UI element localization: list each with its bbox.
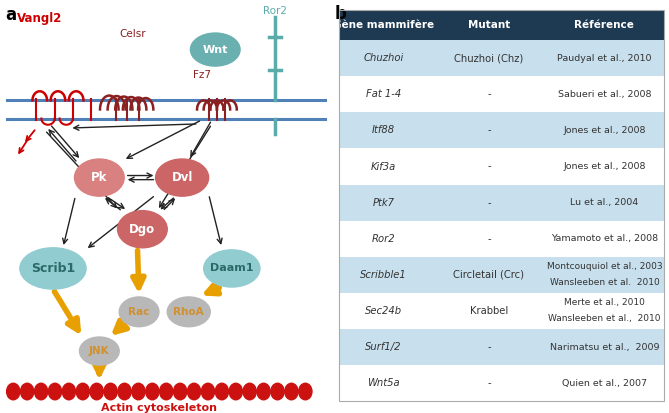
Circle shape — [187, 383, 201, 400]
Text: Quien et al., 2007: Quien et al., 2007 — [562, 379, 647, 388]
Circle shape — [173, 383, 187, 400]
Text: -: - — [487, 161, 490, 171]
Text: -: - — [487, 342, 490, 352]
Text: Montcouquiol et al., 2003: Montcouquiol et al., 2003 — [547, 262, 662, 271]
Circle shape — [90, 383, 103, 400]
Text: Surf1/2: Surf1/2 — [365, 342, 402, 352]
Text: Fz7: Fz7 — [193, 70, 211, 80]
Circle shape — [215, 383, 229, 400]
Text: Jones et al., 2008: Jones et al., 2008 — [563, 162, 646, 171]
Text: Référence: Référence — [575, 20, 634, 30]
Ellipse shape — [191, 33, 240, 66]
Circle shape — [146, 383, 159, 400]
Text: Ror2: Ror2 — [263, 6, 287, 16]
Text: Merte et al., 2010: Merte et al., 2010 — [564, 298, 645, 307]
Text: Circletail (Crc): Circletail (Crc) — [454, 270, 524, 280]
Text: Chuzhoi: Chuzhoi — [363, 53, 403, 63]
Circle shape — [21, 383, 33, 400]
Circle shape — [132, 383, 145, 400]
Text: Scrib1: Scrib1 — [31, 262, 75, 275]
Text: -: - — [487, 89, 490, 99]
Text: Kif3a: Kif3a — [371, 161, 396, 171]
Text: Ror2: Ror2 — [372, 234, 395, 244]
Text: Fat 1-4: Fat 1-4 — [366, 89, 401, 99]
Text: -: - — [487, 378, 490, 388]
Text: Narimatsu et al.,  2009: Narimatsu et al., 2009 — [550, 343, 659, 352]
Ellipse shape — [20, 248, 86, 289]
Ellipse shape — [167, 297, 210, 327]
Text: Sec24b: Sec24b — [365, 306, 402, 316]
Text: Chuzhoi (Chz): Chuzhoi (Chz) — [454, 53, 524, 63]
Circle shape — [7, 383, 20, 400]
Text: Scribble1: Scribble1 — [360, 270, 407, 280]
Text: JNK: JNK — [89, 346, 110, 356]
Text: a: a — [5, 6, 16, 24]
Text: Ptk7: Ptk7 — [373, 198, 395, 208]
Circle shape — [160, 383, 173, 400]
Circle shape — [76, 383, 90, 400]
Ellipse shape — [203, 250, 260, 287]
Text: Yamamoto et al., 2008: Yamamoto et al., 2008 — [551, 234, 658, 243]
Circle shape — [34, 383, 47, 400]
FancyBboxPatch shape — [339, 112, 664, 148]
Circle shape — [271, 383, 284, 400]
FancyBboxPatch shape — [339, 293, 664, 329]
Circle shape — [257, 383, 270, 400]
FancyBboxPatch shape — [339, 257, 664, 293]
Text: Jones et al., 2008: Jones et al., 2008 — [563, 126, 646, 135]
Text: Mutant: Mutant — [468, 20, 510, 30]
Text: Wnt5a: Wnt5a — [367, 378, 400, 388]
Text: b: b — [334, 5, 346, 23]
Ellipse shape — [119, 297, 159, 327]
Text: Wnt: Wnt — [203, 45, 228, 55]
Ellipse shape — [156, 159, 209, 196]
FancyBboxPatch shape — [339, 148, 664, 185]
Text: Dgo: Dgo — [129, 223, 155, 236]
Text: -: - — [487, 198, 490, 208]
Text: Krabbel: Krabbel — [470, 306, 508, 316]
Circle shape — [201, 383, 215, 400]
Circle shape — [62, 383, 76, 400]
Text: Itf88: Itf88 — [372, 126, 395, 135]
Circle shape — [48, 383, 62, 400]
FancyBboxPatch shape — [339, 76, 664, 112]
Text: -: - — [487, 234, 490, 244]
FancyBboxPatch shape — [339, 329, 664, 366]
Text: Actin cytoskeleton: Actin cytoskeleton — [101, 403, 217, 413]
Text: -: - — [487, 126, 490, 135]
Text: Dvl: Dvl — [171, 171, 193, 184]
Text: Sabueri et al., 2008: Sabueri et al., 2008 — [558, 90, 651, 99]
Text: Wansleeben et al.  2010: Wansleeben et al. 2010 — [549, 278, 660, 287]
Circle shape — [118, 383, 131, 400]
Ellipse shape — [74, 159, 124, 196]
Text: Paudyal et al., 2010: Paudyal et al., 2010 — [557, 54, 652, 63]
FancyBboxPatch shape — [339, 185, 664, 221]
Text: Wansleeben et al.,  2010: Wansleeben et al., 2010 — [548, 314, 661, 323]
Text: Lu et al., 2004: Lu et al., 2004 — [570, 198, 638, 207]
Circle shape — [298, 383, 312, 400]
Circle shape — [229, 383, 242, 400]
FancyBboxPatch shape — [339, 221, 664, 257]
Text: Pk: Pk — [91, 171, 108, 184]
Text: Daam1: Daam1 — [210, 263, 254, 273]
FancyBboxPatch shape — [339, 40, 664, 76]
Ellipse shape — [118, 211, 167, 248]
Text: Vangl2: Vangl2 — [17, 12, 62, 25]
Ellipse shape — [80, 337, 119, 365]
Circle shape — [285, 383, 298, 400]
Circle shape — [243, 383, 256, 400]
Text: Celsr: Celsr — [119, 29, 146, 39]
Text: Rac: Rac — [128, 307, 150, 317]
Text: Gène mammifère: Gène mammifère — [333, 20, 434, 30]
FancyBboxPatch shape — [339, 10, 664, 40]
Circle shape — [104, 383, 117, 400]
FancyBboxPatch shape — [339, 366, 664, 401]
Text: RhoA: RhoA — [173, 307, 204, 317]
